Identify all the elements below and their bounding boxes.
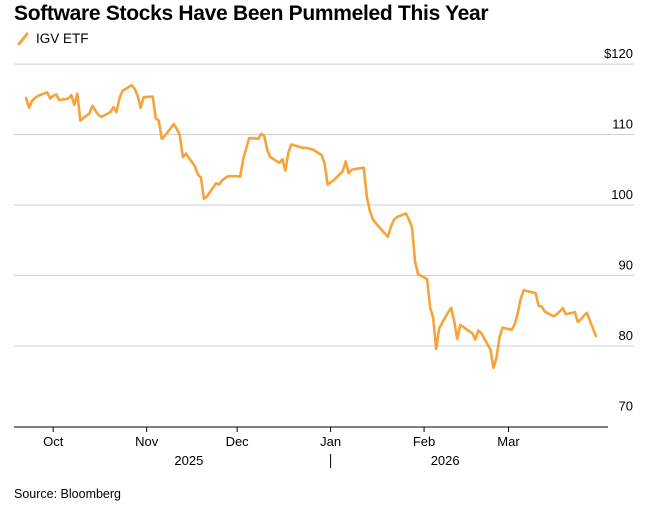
x-tick-label: Dec — [226, 434, 250, 449]
y-tick-label: 110 — [612, 117, 633, 132]
legend-line-icon — [17, 32, 29, 45]
y-tick-label: 90 — [619, 257, 633, 272]
series-line-igv-etf — [24, 83, 598, 370]
x-axis: Oct Nov Dec Jan Feb Mar 2025 2026 — [14, 426, 608, 468]
gridlines — [14, 63, 634, 347]
x-tick-label: Feb — [413, 434, 435, 449]
series-layer — [24, 83, 598, 370]
y-axis-labels: $120 110 100 90 80 70 — [604, 46, 633, 413]
y-tick-label: 100 — [611, 187, 633, 202]
year-label: 2026 — [431, 453, 460, 468]
y-tick-label: $120 — [604, 46, 633, 61]
y-tick-label: 70 — [619, 398, 633, 413]
y-tick-label: 80 — [619, 328, 633, 343]
chart-title: Software Stocks Have Been Pummeled This … — [14, 2, 489, 25]
x-tick-label: Oct — [43, 434, 64, 449]
x-tick-label: Nov — [135, 434, 159, 449]
legend-label: IGV ETF — [36, 31, 89, 46]
year-label: 2025 — [174, 453, 203, 468]
legend: IGV ETF — [16, 31, 89, 46]
x-tick-label: Mar — [497, 434, 520, 449]
source-note: Source: Bloomberg — [14, 487, 122, 501]
x-tick-label: Jan — [320, 434, 341, 449]
line-chart: $120 110 100 90 80 70 Oct Nov Dec Jan Feb Mar 2025 2… — [14, 46, 634, 468]
